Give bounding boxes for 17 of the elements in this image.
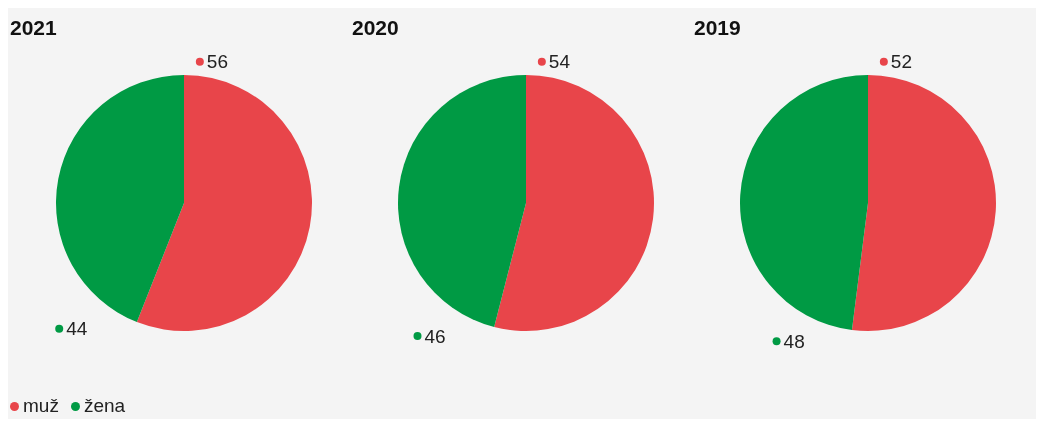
chart-title: 2020 <box>352 16 399 40</box>
chart-title: 2019 <box>694 16 741 40</box>
chart-title: 2021 <box>10 16 57 40</box>
data-label: 56 <box>206 51 228 73</box>
pie-slice <box>740 75 868 330</box>
legend-label: muž <box>22 395 59 417</box>
legend-label: žena <box>82 395 126 417</box>
pie-slice <box>136 75 312 331</box>
pie-slice <box>398 75 526 327</box>
data-label: 52 <box>890 51 912 73</box>
data-label: 44 <box>66 318 88 340</box>
pie-slice <box>56 75 184 323</box>
data-label: 46 <box>424 325 446 347</box>
data-label: 54 <box>548 51 571 73</box>
pie-slice <box>851 75 996 331</box>
pie-slice <box>494 75 654 331</box>
data-label: 48 <box>783 330 805 352</box>
